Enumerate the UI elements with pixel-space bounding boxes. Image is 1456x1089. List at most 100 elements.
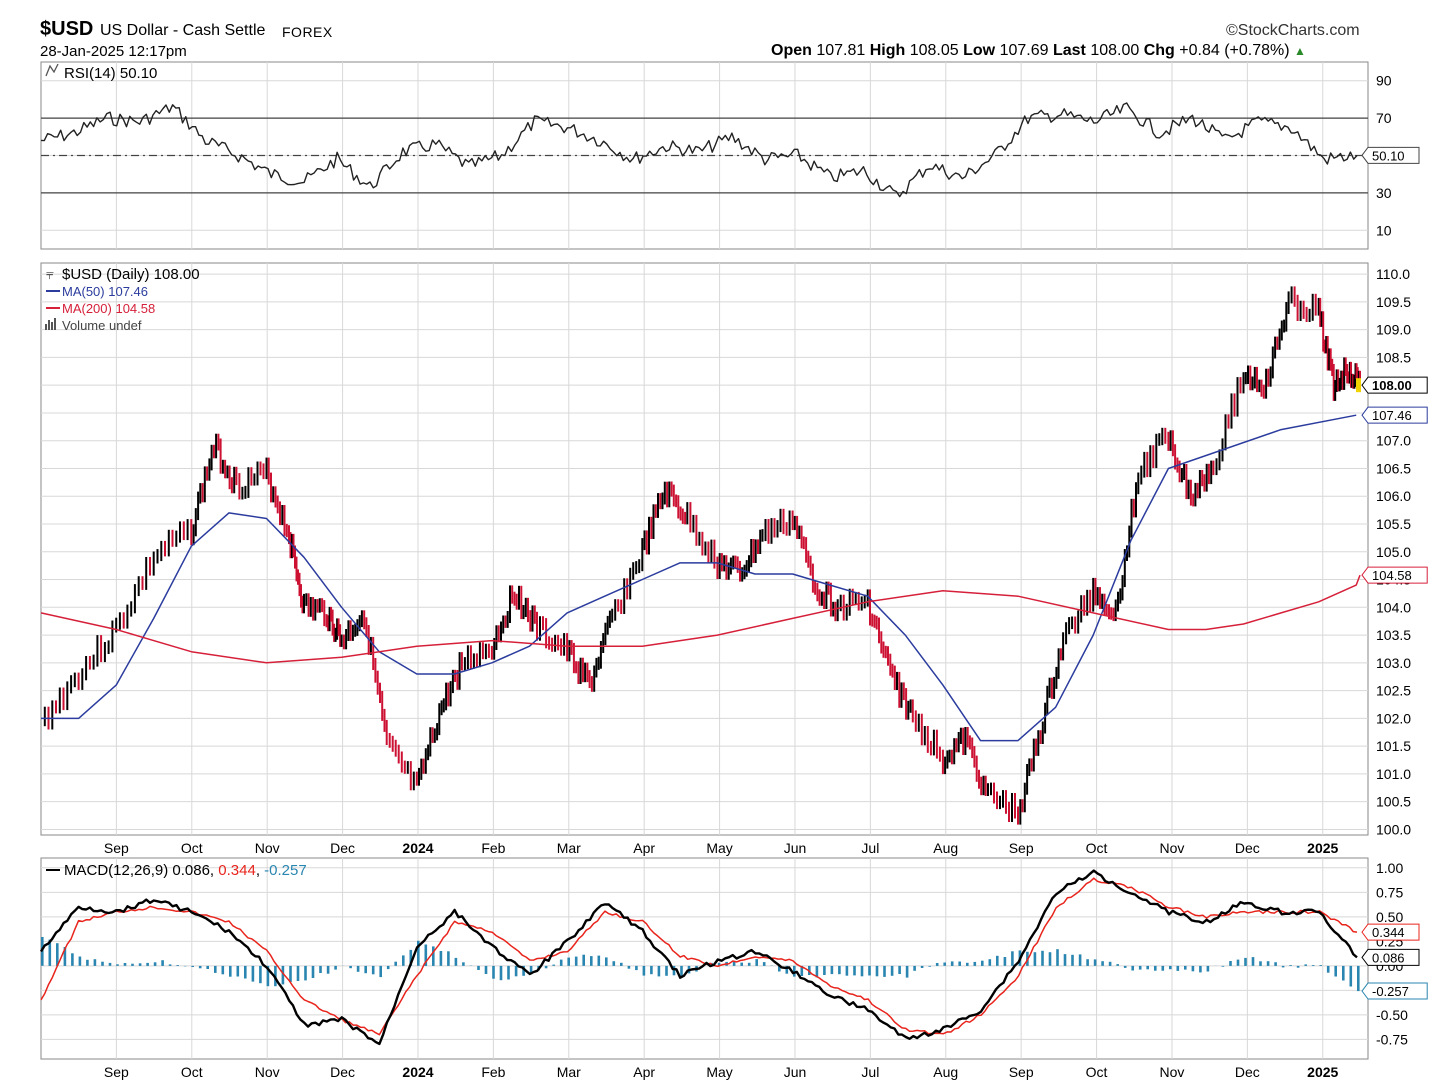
macd-histogram-bar [1326,965,1330,973]
macd-histogram-bar [1221,965,1225,967]
macd-histogram-bar [1281,965,1285,968]
ma50-line [41,414,1357,742]
price-ytick: 102.0 [1376,710,1411,726]
macd-histogram-bar [559,959,563,966]
macd-histogram-bar [454,957,458,966]
macd-histogram-bar [928,965,931,967]
macd-histogram-bar [244,965,247,979]
price-xtick: Oct [1086,840,1108,856]
macd-histogram-bar [214,965,217,973]
macd-histogram-bar [755,959,758,966]
macd-histogram-bar [853,965,856,976]
macd-histogram-bar [93,959,97,966]
macd-xtick: Sep [1009,1064,1034,1080]
macd-histogram-bar [883,965,886,977]
ohlc-bars-icon: ⫧ [46,266,54,282]
legend-ma200: MA(200) 104.58 [62,301,155,316]
price-ytick: 109.5 [1376,294,1411,310]
macd-histogram-bar [1311,965,1315,966]
macd-histogram-bar [48,939,52,966]
legend-ma50: MA(50) 107.46 [62,284,148,299]
macd-histogram-bar [935,963,939,966]
macd-histogram-bar [477,965,480,970]
macd-histogram-bar [1349,965,1353,987]
macd-histogram-bar [905,965,909,978]
macd-histogram-bar [612,961,616,966]
macd-histogram-bar [582,954,585,966]
price-ytick: 109.0 [1376,322,1411,338]
macd-histogram-bar [732,961,736,966]
macd-histogram-bar [1131,965,1134,971]
macd-xtick: 2024 [402,1064,433,1080]
rsi-ytick: 30 [1376,185,1392,201]
macd-histogram-bar [890,965,894,976]
macd-histogram-bar [409,949,413,966]
rsi-last-badge-bg [1361,146,1420,164]
macd-histogram-bar [717,962,721,966]
macd-histogram-bar [1206,965,1210,972]
last-label: Last [1052,42,1086,59]
macd-histogram-bar [868,965,871,976]
macd-histogram-bar [1154,965,1157,971]
macd-histogram-bar [484,965,488,974]
low-value: 107.69 [999,42,1049,59]
price-xtick: Feb [481,840,505,856]
macd-histogram-bar [439,951,443,966]
macd-histogram-bar [334,965,337,970]
price-xtick: Nov [1160,840,1185,856]
macd-histogram-bar [680,965,683,978]
macd-histogram-bar [108,962,112,966]
macd-histogram-bar [191,965,194,967]
macd-badge: 0.086 [1372,950,1405,965]
macd-histogram-bar [1071,954,1074,966]
price-ytick: 103.5 [1376,627,1411,643]
ma200-line [40,574,1361,664]
macd-histogram-bar [311,965,315,978]
macd-ytick: 0.50 [1376,909,1403,925]
macd-hist-badge: -0.257 [1372,984,1409,999]
macd-histogram-bar [56,943,59,966]
price-xtick: Sep [104,840,129,856]
macd-histogram-bar [499,965,503,981]
macd-ytick: -0.75 [1376,1031,1408,1047]
last-price-badge: 108.00 [1372,378,1412,393]
macd-histogram-bar [1191,965,1195,972]
rsi-ytick: 10 [1376,222,1392,238]
macd-signal-line [40,877,1358,1036]
macd-xtick: Oct [181,1064,203,1080]
macd-histogram-bar [823,965,826,975]
exchange-label: FOREX [282,24,333,40]
macd-histogram-bar [522,965,525,976]
ma50-badge-bg [1361,406,1428,424]
price-ytick: 108.5 [1376,349,1411,365]
macd-title-part: , [256,862,264,879]
macd-histogram-bar [845,965,849,976]
macd-histogram-bar [1063,954,1067,966]
macd-histogram-bar [672,965,676,976]
macd-histogram-bar [1146,965,1149,970]
macd-histogram-bar [63,947,67,966]
macd-histogram-bar [386,965,390,970]
macd-xtick: Nov [1160,1064,1185,1080]
price-ytick: 100.5 [1376,794,1411,810]
price-ytick: 101.5 [1376,738,1411,754]
open-label: Open [771,42,812,59]
macd-histogram-bar [740,962,743,966]
macd-xtick: Sep [104,1064,129,1080]
macd-histogram-bar [1138,965,1142,970]
macd-histogram-bar [966,962,969,966]
macd-ytick: 1.00 [1376,860,1403,876]
macd-histogram-bar [1048,952,1052,966]
legend-volume: Volume undef [62,318,142,333]
macd-histogram-bar [762,962,766,966]
macd-xtick: May [706,1064,732,1080]
macd-histogram-bar [319,965,322,973]
macd-xtick: Nov [255,1064,280,1080]
macd-histogram-bar [1116,964,1119,966]
macd-histogram-bar [815,965,819,978]
price-ytick: 101.0 [1376,766,1411,782]
macd-histogram-bar [364,965,367,974]
macd-histogram-bar [590,956,593,966]
